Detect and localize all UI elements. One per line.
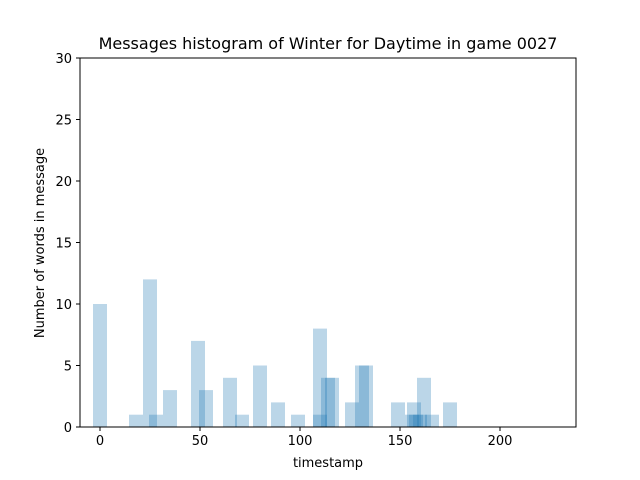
x-tick-label: 200 xyxy=(488,434,513,449)
histogram-bar-25 xyxy=(425,414,439,427)
histogram-bar-4 xyxy=(163,390,177,427)
histogram-bar-17 xyxy=(355,365,369,427)
x-tick-label: 50 xyxy=(192,434,209,449)
histogram-bar-6 xyxy=(199,390,213,427)
x-axis: 0 50 100 150 200 xyxy=(96,427,513,449)
chart-title: Messages histogram of Winter for Daytime… xyxy=(99,34,558,53)
y-tick-label: 25 xyxy=(55,114,72,129)
histogram-bar-16 xyxy=(345,402,359,427)
y-tick-label: 30 xyxy=(55,52,72,67)
histogram-bar-1 xyxy=(129,414,143,427)
bars-layer xyxy=(93,279,457,427)
histogram-bar-23 xyxy=(413,414,427,427)
histogram-bar-8 xyxy=(235,414,249,427)
histogram-bar-12 xyxy=(313,328,327,427)
histogram-bar-5 xyxy=(191,340,205,427)
y-axis: 0 5 10 15 20 25 30 xyxy=(55,52,80,436)
histogram-bar-26 xyxy=(443,402,457,427)
x-tick-label: 100 xyxy=(288,434,313,449)
histogram-bar-13 xyxy=(313,414,327,427)
x-tick-label: 150 xyxy=(388,434,413,449)
histogram-bar-15 xyxy=(325,377,339,427)
histogram-bar-21 xyxy=(407,402,421,427)
histogram-bar-18 xyxy=(359,365,373,427)
histogram-bar-9 xyxy=(253,365,267,427)
histogram-bar-19 xyxy=(391,402,405,427)
histogram-bar-22 xyxy=(409,414,423,427)
y-tick-label: 15 xyxy=(55,237,72,252)
histogram-bar-7 xyxy=(223,377,237,427)
histogram-bar-14 xyxy=(321,377,335,427)
y-tick-label: 0 xyxy=(64,421,72,436)
x-tick-label: 0 xyxy=(96,434,104,449)
y-tick-label: 20 xyxy=(55,175,72,190)
histogram-bar-24 xyxy=(417,377,431,427)
y-axis-label: Number of words in message xyxy=(33,148,48,338)
histogram-bar-3 xyxy=(149,414,163,427)
histogram-bar-11 xyxy=(291,414,305,427)
histogram-bar-10 xyxy=(271,402,285,427)
histogram-bar-0 xyxy=(93,304,107,427)
histogram-bar-2 xyxy=(143,279,157,427)
y-tick-label: 10 xyxy=(55,298,72,313)
y-tick-label: 5 xyxy=(64,360,72,375)
histogram-bar-20 xyxy=(405,414,419,427)
x-axis-label: timestamp xyxy=(293,456,363,471)
